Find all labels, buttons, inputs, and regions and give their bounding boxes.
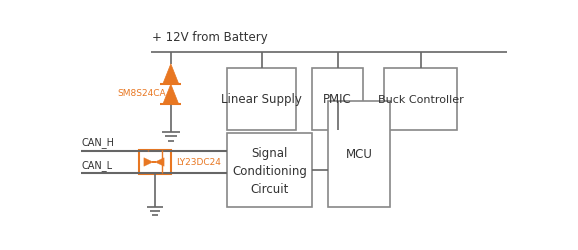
Polygon shape	[155, 158, 164, 166]
Bar	[227, 134, 312, 207]
Text: PMIC: PMIC	[323, 93, 352, 106]
Bar	[328, 101, 390, 207]
Text: + 12V from Battery: + 12V from Battery	[152, 30, 268, 44]
Bar	[312, 68, 364, 130]
Bar	[227, 68, 297, 130]
Bar	[139, 151, 171, 174]
Polygon shape	[163, 65, 179, 85]
Text: Buck Controller: Buck Controller	[377, 94, 464, 104]
Text: LY23DC24: LY23DC24	[176, 158, 221, 167]
Bar	[384, 68, 458, 130]
Text: CAN_L: CAN_L	[81, 159, 112, 170]
Polygon shape	[144, 158, 153, 166]
Text: CAN_H: CAN_H	[81, 137, 114, 148]
Polygon shape	[163, 85, 179, 105]
Text: SM8S24CA: SM8S24CA	[117, 89, 166, 98]
Text: Linear Supply: Linear Supply	[221, 93, 302, 106]
Text: Signal
Conditioning
Circuit: Signal Conditioning Circuit	[232, 146, 307, 195]
Text: MCU: MCU	[346, 148, 372, 161]
